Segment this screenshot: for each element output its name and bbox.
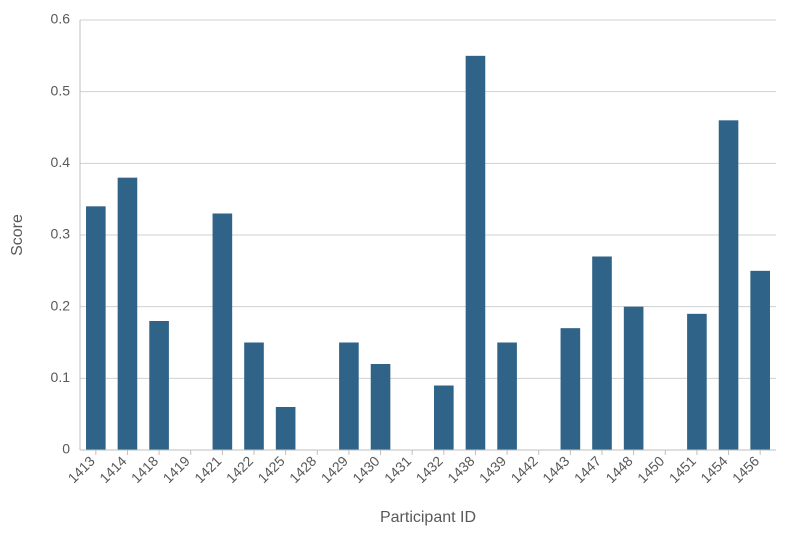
bar	[371, 364, 391, 450]
chart-svg: 00.10.20.30.40.50.6141314141418141914211…	[0, 0, 796, 540]
bar	[624, 307, 644, 450]
bar	[750, 271, 770, 450]
bar	[213, 214, 233, 451]
bar	[244, 343, 264, 451]
y-tick-label: 0.5	[51, 82, 71, 98]
y-tick-label: 0.4	[51, 154, 71, 170]
y-tick-label: 0.3	[51, 226, 71, 242]
y-tick-label: 0.2	[51, 297, 71, 313]
bar	[118, 178, 138, 450]
bar	[466, 56, 486, 450]
bar	[339, 343, 359, 451]
bar	[719, 120, 739, 450]
x-axis-title: Participant ID	[380, 509, 476, 526]
bar	[86, 206, 106, 450]
bar	[497, 343, 517, 451]
y-axis-title: Score	[9, 214, 26, 256]
bar	[434, 386, 454, 451]
bar	[149, 321, 169, 450]
bar	[276, 407, 296, 450]
bar	[687, 314, 707, 450]
bar	[592, 257, 612, 451]
bar	[561, 328, 581, 450]
y-tick-label: 0.6	[51, 11, 71, 27]
y-tick-label: 0	[62, 441, 70, 457]
y-tick-label: 0.1	[51, 369, 71, 385]
score-bar-chart: 00.10.20.30.40.50.6141314141418141914211…	[0, 0, 796, 540]
